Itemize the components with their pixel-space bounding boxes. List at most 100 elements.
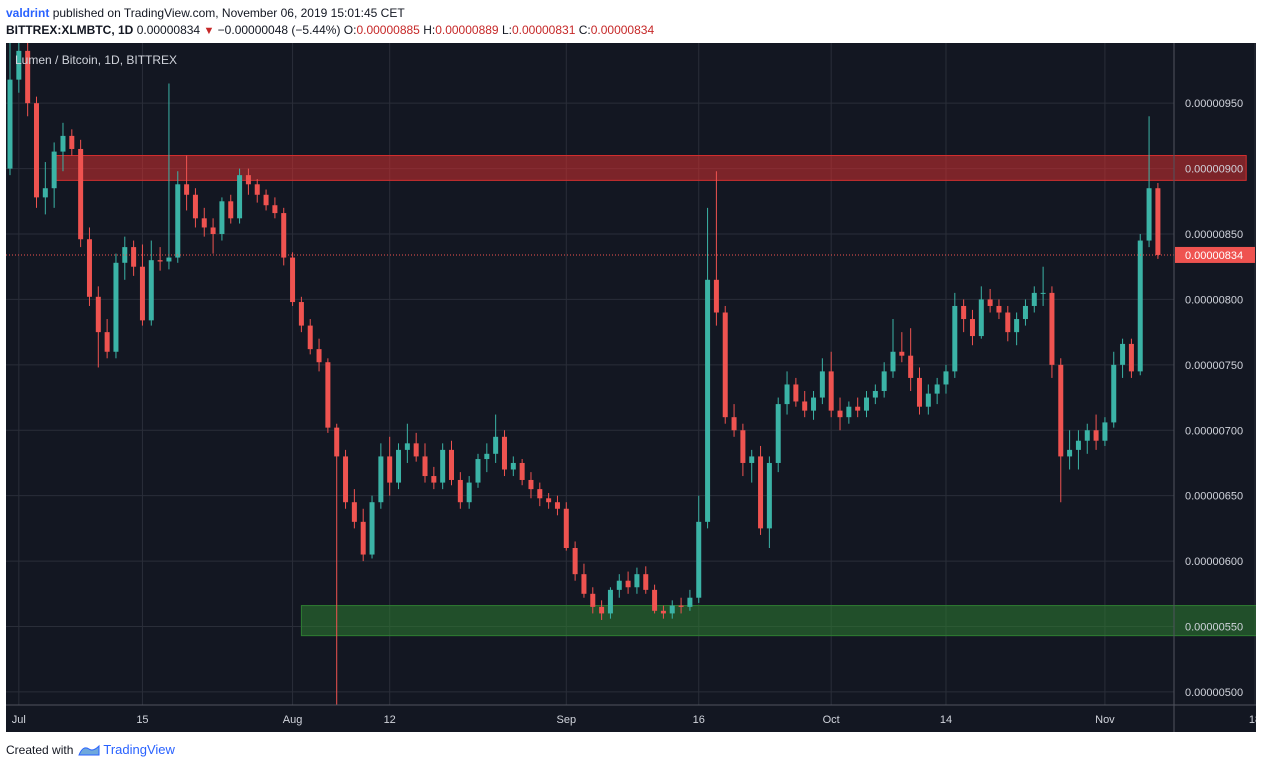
- symbol-name: BITTREX:XLMBTC, 1D: [6, 23, 134, 37]
- y-tick-label: 0.00000700: [1185, 425, 1243, 437]
- candle-body: [766, 462, 772, 529]
- candle-body: [775, 404, 781, 463]
- author-link[interactable]: valdrint: [6, 6, 50, 20]
- candle-body: [157, 260, 163, 262]
- chart-panel[interactable]: 0.00000834 0.00000500 0.00000550 0.0000060…: [6, 43, 1256, 732]
- candle-body: [396, 449, 402, 483]
- candle-body: [528, 479, 534, 490]
- candle-body: [934, 384, 940, 394]
- last-price-label: 0.00000834: [1185, 250, 1243, 262]
- candle-body: [590, 593, 596, 607]
- candle-body: [705, 279, 711, 522]
- candle-body: [599, 606, 605, 614]
- y-tick-label: 0.00000800: [1185, 294, 1243, 306]
- symbol-info: BITTREX:XLMBTC, 1D 0.00000834 ▼ −0.00000…: [6, 23, 654, 37]
- candle-body: [652, 589, 658, 611]
- close-label: C:: [578, 23, 591, 37]
- candle-body: [1058, 364, 1064, 457]
- candle-body: [1075, 440, 1081, 450]
- tradingview-brand-link[interactable]: TradingView: [103, 742, 175, 757]
- candle-body: [440, 449, 446, 483]
- axes: 0.00000500 0.00000550 0.00000600 0.00000650…: [6, 43, 1256, 732]
- candle-body: [457, 479, 463, 503]
- candle-body: [33, 103, 39, 198]
- candle-body: [510, 462, 516, 470]
- price-change: −0.00000048 (−5.44%): [217, 23, 341, 37]
- candle-body: [1040, 292, 1046, 294]
- candle-body: [837, 410, 843, 418]
- x-tick-label: Sep: [557, 714, 577, 726]
- x-tick-label: 16: [693, 714, 705, 726]
- candle-body: [687, 597, 693, 607]
- candle-body: [210, 227, 216, 235]
- candle-body: [581, 574, 587, 594]
- candle-body: [802, 401, 808, 411]
- candle-body: [890, 351, 896, 372]
- candle-body: [1120, 343, 1126, 365]
- candle-body: [139, 266, 145, 321]
- candle-body: [916, 377, 922, 407]
- candle-body: [245, 175, 251, 185]
- candle-body: [1084, 430, 1090, 441]
- x-tick-label: 15: [136, 714, 148, 726]
- low-label: L:: [501, 23, 512, 37]
- overlays: 0.00000834: [6, 246, 1255, 263]
- candle-body: [86, 239, 92, 297]
- candle-body: [969, 319, 975, 337]
- created-with-text: Created with: [6, 742, 74, 757]
- candle-body: [351, 502, 357, 522]
- candle-body: [113, 262, 119, 352]
- support-zone: [300, 605, 1256, 637]
- open-label: O:: [343, 23, 357, 37]
- high-value: 0.00000889: [435, 23, 499, 37]
- published-text: published on TradingView.com, November 0…: [52, 6, 405, 20]
- high-label: H:: [423, 23, 436, 37]
- candle-body: [387, 456, 393, 483]
- candle-body: [819, 371, 825, 398]
- candle-body: [1128, 343, 1134, 372]
- candle-body: [51, 151, 57, 189]
- candle-body: [784, 384, 790, 405]
- y-tick-label: 0.00000600: [1185, 556, 1243, 568]
- candle-body: [325, 362, 331, 428]
- candle-body: [978, 299, 984, 337]
- candle-body: [449, 449, 454, 480]
- x-tick-label: Oct: [823, 714, 840, 726]
- candle-body: [201, 218, 207, 228]
- open-value: 0.00000885: [356, 23, 420, 37]
- candle-body: [1049, 292, 1055, 365]
- candle-body: [793, 384, 799, 402]
- candle-body: [607, 589, 613, 614]
- candle-body: [616, 580, 622, 590]
- candles: [7, 43, 1161, 705]
- candle-body: [864, 397, 870, 411]
- candle-body: [855, 406, 861, 411]
- candle-body: [554, 502, 560, 509]
- candle-body: [122, 247, 128, 263]
- low-value: 0.00000831: [511, 23, 576, 37]
- publish-info: valdrint published on TradingView.com, N…: [6, 6, 405, 20]
- candle-body: [175, 184, 181, 258]
- candle-body: [1093, 430, 1099, 441]
- x-tick-label: 18: [1249, 714, 1256, 726]
- candle-body: [192, 194, 198, 219]
- down-arrow-icon: ▼: [203, 25, 215, 37]
- candle-body: [404, 443, 410, 450]
- candle-body: [634, 574, 640, 588]
- y-tick-label: 0.00000650: [1185, 491, 1243, 503]
- candlestick-chart[interactable]: 0.00000834 0.00000500 0.00000550 0.0000060…: [6, 43, 1256, 732]
- last-price: 0.00000834: [136, 23, 201, 37]
- candle-body: [42, 188, 48, 198]
- candle-body: [307, 325, 313, 350]
- candle-body: [69, 135, 75, 149]
- x-tick-label: 14: [940, 714, 952, 726]
- candle-body: [546, 498, 552, 503]
- candle-body: [943, 371, 949, 385]
- candle-body: [131, 247, 137, 267]
- candle-body: [298, 302, 304, 326]
- x-tick-label: Jul: [12, 714, 26, 726]
- candle-body: [263, 194, 269, 206]
- candle-body: [908, 355, 914, 378]
- candle-body: [166, 257, 172, 262]
- candle-body: [758, 456, 764, 529]
